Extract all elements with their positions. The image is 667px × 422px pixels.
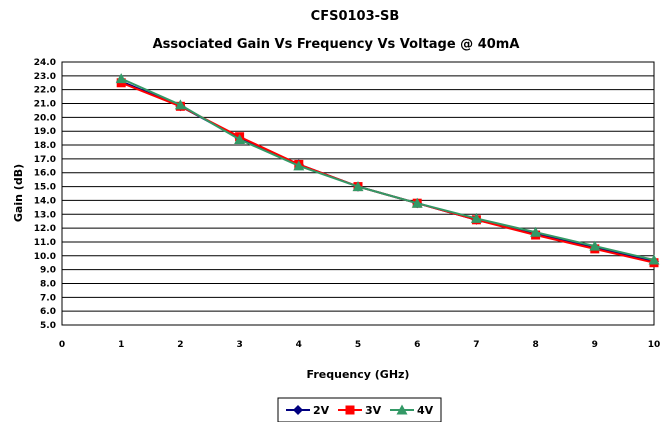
y-tick-label: 24.0	[34, 58, 56, 68]
series-line-4V	[120, 77, 655, 261]
legend-marker	[345, 405, 355, 415]
legend-marker	[396, 404, 408, 415]
plot-border	[61, 61, 655, 326]
chart-subtitle: Associated Gain Vs Frequency Vs Voltage …	[153, 37, 520, 52]
y-tick-label: 12.0	[34, 224, 56, 234]
x-tick-label: 0	[59, 340, 65, 350]
y-axis-label: Gain (dB)	[12, 164, 25, 222]
y-tick-label: 6.0	[40, 307, 56, 317]
y-tick-label: 17.0	[34, 155, 56, 165]
x-tick-label: 6	[414, 340, 420, 350]
y-tick-label: 22.0	[34, 86, 56, 96]
y-tick-label: 9.0	[40, 266, 56, 276]
tick-labels: 5.0 6.0 7.0 8.0 9.0 10.0 11.0 12.0 13.0 14.0 15.0 1…	[34, 58, 660, 350]
y-tick-label: 14.0	[34, 196, 56, 206]
series-4V	[115, 73, 660, 265]
x-tick-label: 10	[648, 340, 661, 350]
data-point-4V	[648, 254, 660, 265]
legend-label: 2V	[313, 404, 330, 417]
data-point-4V	[589, 240, 601, 251]
legend-marker	[293, 405, 303, 415]
y-tick-label: 13.0	[34, 210, 56, 220]
legend-entry-3V: 3V	[338, 404, 382, 417]
y-tick-label: 21.0	[34, 100, 56, 110]
y-tick-label: 23.0	[34, 72, 56, 82]
y-tick-label: 16.0	[34, 169, 56, 179]
legend: 2V 3V 4V	[277, 397, 442, 422]
chart-title: CFS0103-SB	[311, 9, 400, 24]
x-tick-label: 5	[355, 340, 361, 350]
y-tick-label: 8.0	[40, 279, 56, 289]
data-point-4V	[234, 134, 246, 145]
data-point-4V	[115, 73, 127, 84]
plot-area	[61, 61, 655, 326]
legend-entry-4V: 4V	[390, 404, 434, 417]
y-tick-label: 20.0	[34, 113, 56, 123]
y-tick-label: 19.0	[34, 127, 56, 137]
legend-entry-2V: 2V	[286, 404, 330, 417]
data-point-4V	[352, 181, 364, 192]
legend-label: 3V	[365, 404, 382, 417]
series-layer	[115, 73, 660, 268]
x-tick-label: 8	[532, 340, 538, 350]
y-tick-label: 11.0	[34, 238, 56, 248]
data-point-4V	[293, 160, 305, 171]
data-point-4V	[411, 197, 423, 208]
y-tick-label: 10.0	[34, 252, 56, 262]
gridlines	[62, 61, 654, 326]
data-point-4V	[470, 212, 482, 223]
x-tick-label: 3	[236, 340, 242, 350]
data-point-4V	[530, 226, 542, 237]
x-axis-label: Frequency (GHz)	[307, 368, 410, 381]
data-point-4V	[174, 99, 186, 110]
x-tick-label: 7	[473, 340, 479, 350]
y-tick-label: 15.0	[34, 183, 56, 193]
y-tick-label: 18.0	[34, 141, 56, 151]
x-tick-label: 9	[592, 340, 598, 350]
x-tick-label: 4	[296, 340, 302, 350]
x-tick-label: 2	[177, 340, 183, 350]
legend-label: 4V	[417, 404, 434, 417]
x-tick-label: 1	[118, 340, 124, 350]
y-tick-label: 5.0	[40, 321, 56, 331]
y-tick-label: 7.0	[40, 293, 56, 303]
plot-background	[62, 62, 654, 325]
